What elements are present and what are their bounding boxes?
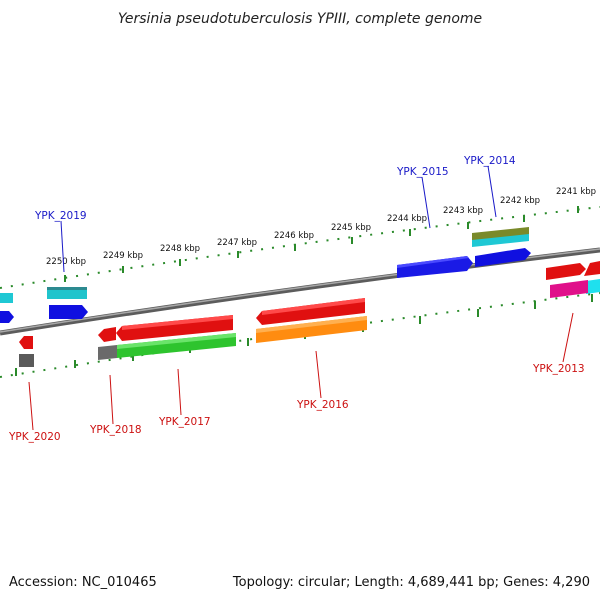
gene-label[interactable]: YPK_2015 [396,166,449,178]
gene-feature[interactable] [49,305,88,319]
topology-text: Topology: circular; Length: 4,689,441 bp… [232,575,590,590]
gene-feature-shade [122,315,233,330]
tick-label: 2242 kbp [500,196,540,206]
gene-label[interactable]: YPK_2016 [296,399,349,411]
tick-label: 2244 kbp [387,214,427,224]
gene-feature-shade [262,298,365,315]
map-title: Yersinia pseudotuberculosis YPIII, compl… [118,11,482,27]
upper-major-ticks [64,206,579,282]
gene-feature-shade [47,287,87,290]
gene-feature[interactable] [586,279,600,294]
gene-feature[interactable] [397,256,473,278]
tick-label: 2243 kbp [443,206,483,216]
gene-labels: YPK_2019 YPK_2015 YPK_2014 YPK_2020 YPK_… [8,155,585,443]
tick-label: 2249 kbp [103,251,143,261]
gene-label[interactable]: YPK_2018 [89,424,142,436]
gene-feature[interactable] [0,311,14,323]
tick-label: 2246 kbp [274,231,314,241]
upper-ruler [0,206,600,289]
tick-label: 2245 kbp [331,223,371,233]
tick-labels: 2250 kbp 2249 kbp 2248 kbp 2247 kbp 2246… [46,187,596,267]
gene-label[interactable]: YPK_2019 [34,210,87,222]
gene-feature[interactable] [475,248,531,267]
tick-label: 2247 kbp [217,238,257,248]
gene-feature-shade [117,333,236,349]
gene-feature[interactable] [19,336,33,349]
gene-feature[interactable] [19,354,34,367]
gene-feature[interactable] [98,327,116,342]
gene-feature-shade [397,256,469,268]
tick-label: 2241 kbp [556,187,596,197]
gene-feature[interactable] [0,293,13,303]
gene-label[interactable]: YPK_2014 [463,155,516,167]
forward-genes [0,227,600,323]
gene-feature[interactable] [584,261,600,276]
tick-label: 2250 kbp [46,257,86,267]
gene-label[interactable]: YPK_2017 [158,416,211,428]
gene-feature[interactable] [472,234,529,247]
gene-feature[interactable] [98,345,117,360]
gene-feature-shade [256,316,367,333]
label-leaders [28,165,574,431]
gene-feature[interactable] [546,263,586,280]
gene-label[interactable]: YPK_2020 [8,431,61,443]
gene-feature[interactable] [550,280,588,298]
gene-label[interactable]: YPK_2013 [532,363,585,375]
accession-text: Accession: NC_010465 [9,575,157,590]
reverse-genes [19,298,367,367]
tick-label: 2248 kbp [160,244,200,254]
